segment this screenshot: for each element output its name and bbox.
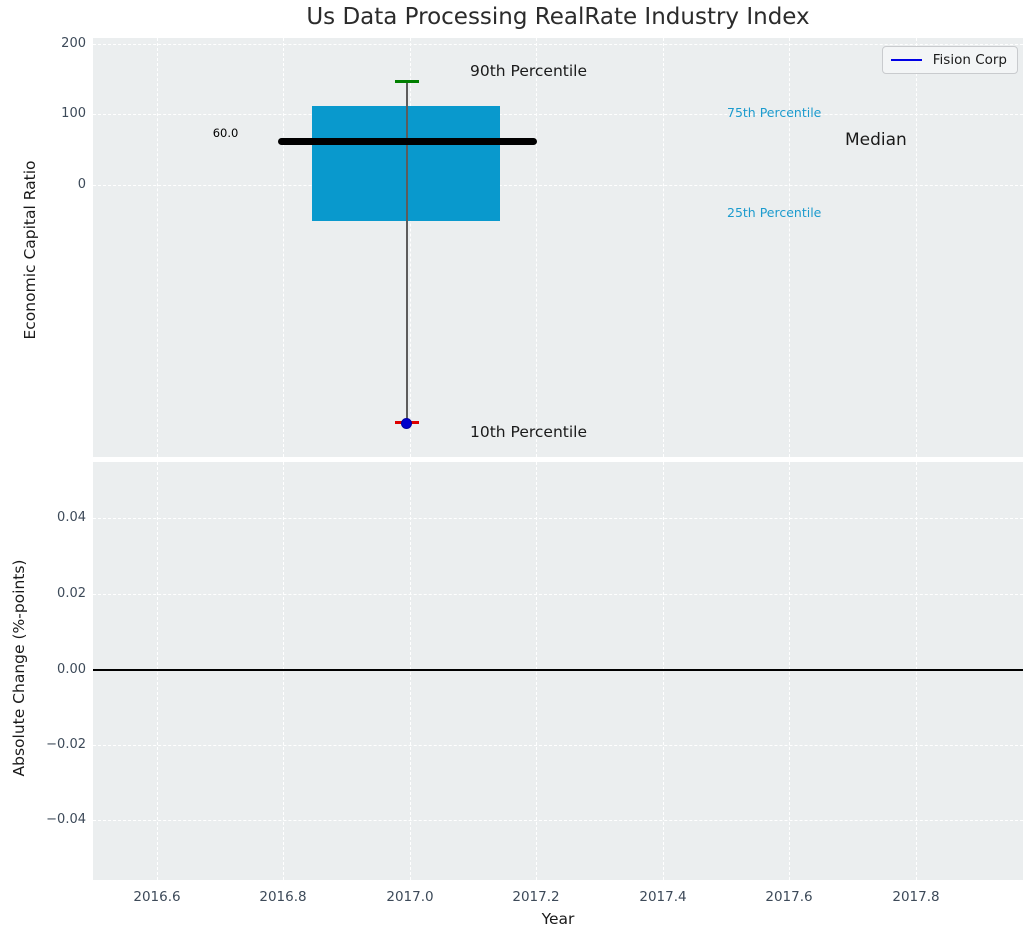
gridline [157,38,158,457]
ytick-label: 0.02 [57,586,86,601]
top-y-axis-label: Economic Capital Ratio [21,160,39,340]
xtick-label: 2016.8 [259,889,307,905]
gridline [536,462,537,880]
bottom-y-axis-label: Absolute Change (%-points) [10,559,28,777]
gridline [93,745,1023,746]
xtick-label: 2017.4 [639,889,687,905]
median-line [278,137,537,145]
gridline [93,185,1023,186]
gridline [157,462,158,880]
fision-corp-marker [401,417,412,429]
gridline [663,38,664,457]
xtick-label: 2017.8 [892,889,940,905]
p25-label: 25th Percentile [727,205,822,220]
ytick-label: 0 [77,177,86,192]
xtick-label: 2017.0 [386,889,434,905]
gridline [93,594,1023,595]
ytick-label: −0.02 [46,737,86,752]
ytick-label: −0.04 [46,812,86,827]
chart-title: Us Data Processing RealRate Industry Ind… [306,4,810,30]
ytick-label: 0.00 [57,662,86,677]
ytick-label: 0.04 [57,510,86,525]
gridline [283,38,284,457]
gridline [536,38,537,457]
median-label: Median [845,130,907,150]
p90-label: 90th Percentile [470,62,588,80]
legend-line-sample [890,59,922,61]
gridline [410,38,411,457]
gridline [916,38,917,457]
gridline [93,820,1023,821]
p90-cap [395,79,419,83]
ytick-label: 100 [61,106,86,121]
gridline [93,114,1023,115]
whisker-line [406,81,408,423]
x-axis-label: Year [541,910,575,928]
gridline [916,462,917,880]
p75-label: 75th Percentile [727,105,822,120]
bottom-axes [93,462,1023,880]
zero-reference-line [93,669,1023,671]
xtick-label: 2016.6 [133,889,181,905]
gridline [93,518,1023,519]
gridline [410,462,411,880]
gridline [789,38,790,457]
gridline [663,462,664,880]
p10-label: 10th Percentile [470,423,588,441]
ytick-label: 200 [61,36,86,51]
xtick-label: 2017.2 [512,889,560,905]
xtick-label: 2017.6 [765,889,813,905]
gridline [93,44,1023,45]
top-axes: 60.0 90th Percentile 10th Percentile 75t… [93,38,1023,457]
median-value-label: 60.0 [212,126,239,140]
gridline [789,462,790,880]
legend: Fision Corp [881,46,1018,74]
legend-label: Fision Corp [932,52,1007,68]
gridline [283,462,284,880]
